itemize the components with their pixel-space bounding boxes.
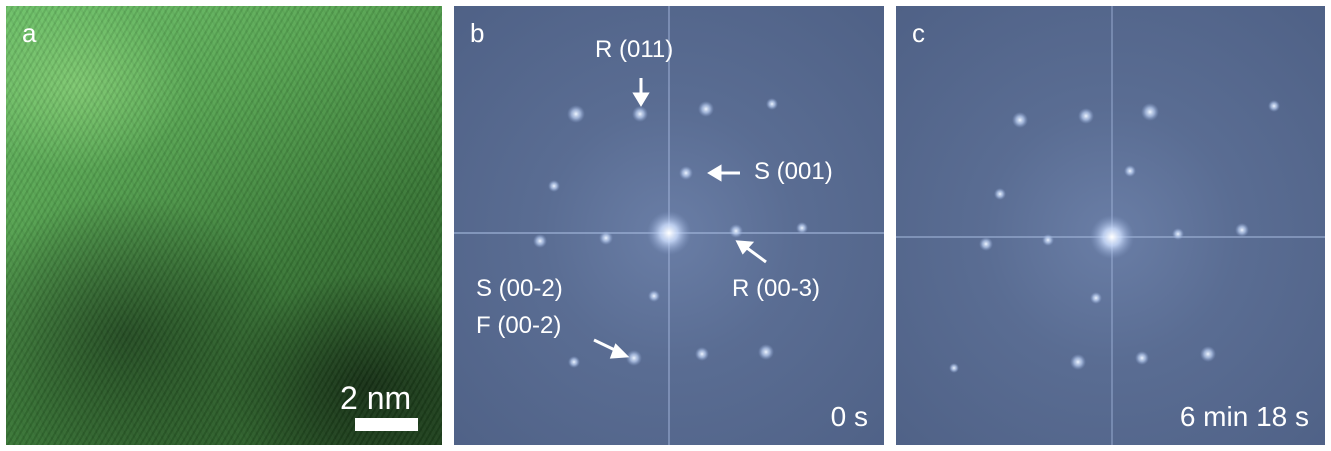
timestamp-c: 6 min 18 s	[1179, 401, 1309, 432]
arrow-f002-head	[609, 343, 630, 359]
spot	[979, 237, 993, 251]
spot	[1012, 112, 1028, 128]
label-s002: S (00-2)	[476, 275, 563, 302]
spot	[766, 98, 778, 110]
spot	[729, 224, 743, 238]
spot	[567, 105, 585, 123]
spot	[548, 180, 560, 192]
panel-letter-c: c	[912, 18, 925, 48]
label-f002: F (00-2)	[476, 312, 562, 339]
spot	[949, 363, 959, 373]
central-beam	[1090, 215, 1134, 259]
label-r011: R (011)	[595, 36, 674, 63]
spot	[1090, 292, 1102, 304]
spot	[1268, 100, 1280, 112]
spot	[1042, 234, 1054, 246]
label-s001: S (001)	[754, 158, 833, 185]
scale-bar-label: 2 nm	[340, 380, 412, 416]
arrow-s001-head	[707, 164, 722, 182]
spot	[695, 347, 709, 361]
spot	[533, 234, 547, 248]
fft-pattern-c	[896, 6, 1325, 445]
spot	[679, 166, 693, 180]
panel-letter-a: a	[22, 18, 37, 48]
hrtem-image-panel: a 2 nm	[6, 6, 442, 445]
spot	[1200, 346, 1216, 362]
spot	[626, 350, 642, 366]
spot	[796, 222, 808, 234]
spot	[1070, 354, 1086, 370]
spot	[1135, 351, 1149, 365]
spot	[1124, 165, 1136, 177]
spot	[1235, 223, 1249, 237]
lattice-texture	[6, 6, 442, 445]
panel-letter-b: b	[470, 18, 485, 48]
scale-bar	[355, 418, 418, 431]
diffraction-spots	[533, 98, 808, 368]
spot	[599, 231, 613, 245]
spot	[568, 356, 580, 368]
spot	[648, 290, 660, 302]
arrow-r011-head	[632, 92, 650, 107]
timestamp-b: 0 s	[830, 401, 868, 432]
central-beam	[647, 211, 691, 255]
spot	[994, 188, 1006, 200]
spot	[1078, 108, 1094, 124]
label-r003: R (00-3)	[732, 275, 821, 302]
spot	[632, 106, 648, 122]
diffraction-spots	[949, 100, 1280, 373]
spot	[1141, 103, 1159, 121]
fft-panel-initial: b R (011) S (001) S (00-2) F (00-2) R (0…	[454, 6, 884, 445]
fft-panel-later: c 6 min 18 s	[896, 6, 1325, 445]
spot	[758, 344, 774, 360]
arrow-r003	[746, 246, 767, 264]
annotation-arrows	[593, 78, 767, 359]
arrow-r003-head	[735, 240, 755, 255]
fft-pattern-b	[454, 6, 884, 445]
spot	[698, 101, 714, 117]
spot	[1172, 228, 1184, 240]
